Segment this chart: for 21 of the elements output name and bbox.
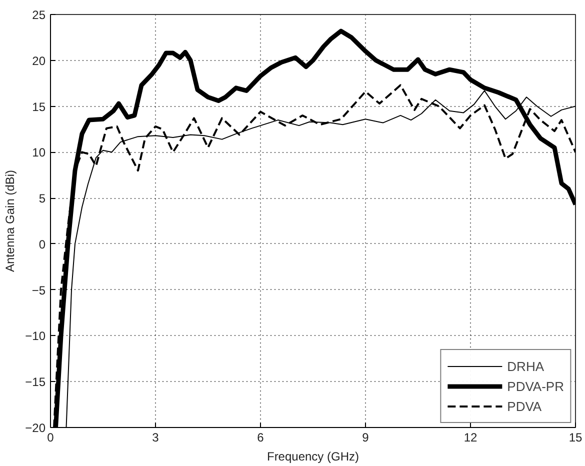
y-tick-label: −20 (25, 421, 46, 435)
y-tick-label: 20 (32, 54, 46, 68)
y-tick-label: −5 (32, 283, 46, 298)
x-tick-label: 15 (568, 430, 582, 444)
y-tick-label: 10 (32, 146, 46, 160)
legend-label: DRHA (507, 358, 544, 374)
y-tick-label: 5 (38, 192, 46, 206)
x-tick-label: 12 (464, 430, 478, 444)
y-tick-label: 0 (38, 237, 46, 252)
y-tick-label: −10 (25, 329, 46, 344)
x-axis-title: Frequency (GHz) (266, 450, 360, 464)
y-tick-label: −15 (25, 375, 46, 390)
y-tick-label: 15 (32, 100, 46, 114)
x-tick-label: 6 (257, 430, 264, 444)
y-axis-title: Antenna Gain (dBi) (3, 170, 18, 272)
legend-label: PDVA (507, 398, 542, 414)
y-tick-label: 25 (32, 8, 46, 22)
x-tick-label: 0 (47, 430, 54, 444)
legend-label: PDVA-PR (507, 378, 564, 394)
x-tick-label: 3 (152, 430, 160, 444)
x-tick-label: 9 (362, 430, 370, 444)
